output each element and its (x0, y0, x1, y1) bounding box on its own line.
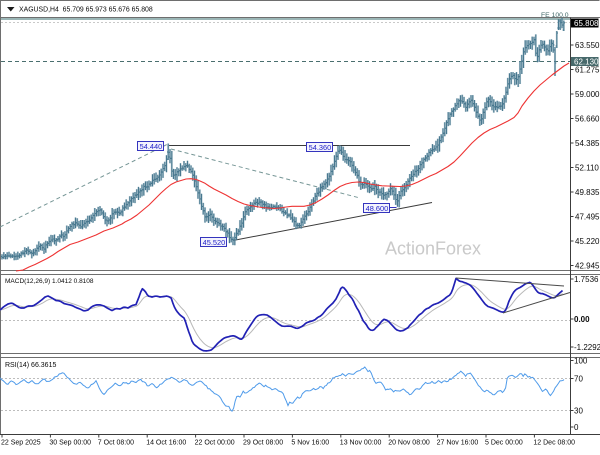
svg-text:30 Sep 00:00: 30 Sep 00:00 (49, 439, 91, 446)
svg-text:45.220: 45.220 (575, 237, 600, 246)
svg-text:62.130: 62.130 (574, 57, 599, 66)
svg-text:22 Sep 2025: 22 Sep 2025 (1, 439, 41, 446)
svg-text:65.808: 65.808 (574, 19, 599, 28)
svg-text:54.385: 54.385 (575, 139, 600, 148)
svg-text:13 Nov 00:00: 13 Nov 00:00 (340, 439, 382, 446)
svg-text:ActionForex: ActionForex (385, 239, 481, 259)
svg-text:5 Nov 16:00: 5 Nov 16:00 (291, 439, 329, 446)
svg-text:-1.2292: -1.2292 (574, 343, 600, 352)
svg-text:54.360: 54.360 (309, 143, 332, 152)
svg-text:56.660: 56.660 (575, 114, 600, 123)
svg-text:7 Oct 08:00: 7 Oct 08:00 (98, 439, 134, 446)
svg-text:12 Dec 08:00: 12 Dec 08:00 (533, 439, 575, 446)
svg-text:70: 70 (574, 374, 583, 383)
svg-text:FE 100.0: FE 100.0 (541, 12, 569, 19)
svg-text:27 Nov 16:00: 27 Nov 16:00 (437, 439, 479, 446)
svg-text:45.520: 45.520 (203, 238, 226, 247)
svg-text:20 Nov 08:00: 20 Nov 08:00 (388, 439, 430, 446)
svg-text:RSI(14) 66.3615: RSI(14) 66.3615 (5, 362, 56, 369)
svg-text:14 Oct 16:00: 14 Oct 16:00 (146, 439, 186, 446)
svg-text:0.00: 0.00 (574, 315, 590, 324)
svg-text:100: 100 (574, 356, 588, 365)
svg-text:54.440: 54.440 (140, 142, 163, 151)
svg-text:5 Dec 00:00: 5 Dec 00:00 (485, 439, 523, 446)
svg-text:1.7536: 1.7536 (574, 275, 599, 284)
svg-text:0: 0 (574, 423, 579, 432)
svg-text:42.945: 42.945 (575, 261, 600, 270)
svg-text:48.600: 48.600 (366, 204, 389, 213)
svg-text:MACD(12,26,9) 1.0412 0.8108: MACD(12,26,9) 1.0412 0.8108 (5, 278, 94, 285)
svg-text:29 Oct 08:00: 29 Oct 08:00 (243, 439, 283, 446)
svg-text:61.275: 61.275 (575, 65, 600, 74)
svg-text:59.000: 59.000 (575, 90, 600, 99)
svg-text:22 Oct 00:00: 22 Oct 00:00 (195, 439, 235, 446)
svg-text:XAGUSD,H4 65.709 65.973 65.67: XAGUSD,H4 65.709 65.973 65.676 65.808 (19, 7, 153, 14)
svg-text:49.835: 49.835 (575, 188, 600, 197)
svg-text:52.110: 52.110 (575, 163, 599, 172)
svg-text:30: 30 (574, 406, 583, 415)
svg-text:47.495: 47.495 (575, 212, 600, 221)
svg-text:63.550: 63.550 (575, 41, 600, 50)
